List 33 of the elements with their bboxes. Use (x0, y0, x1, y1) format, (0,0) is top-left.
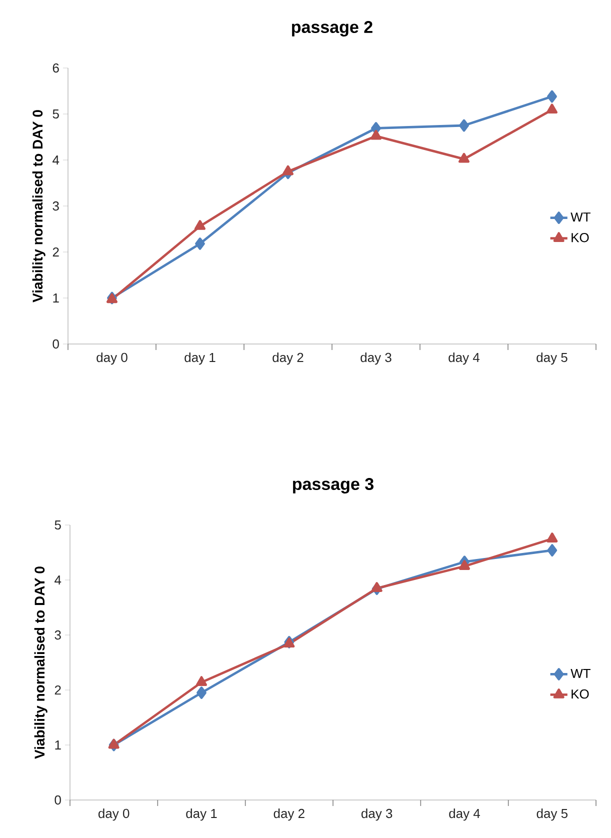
y-axis-title: Viability normalised to DAY 0 (32, 110, 46, 302)
x-tick-label: day 5 (536, 808, 568, 821)
x-tick-label: day 5 (536, 352, 568, 365)
y-tick-label: 3 (52, 201, 59, 211)
x-tick-label: day 4 (448, 352, 480, 365)
y-tick-label: 5 (52, 109, 59, 119)
y-tick-label: 3 (54, 630, 61, 640)
x-tick-label: day 3 (361, 808, 392, 821)
x-tick-label: day 4 (449, 808, 480, 821)
x-tick-label: day 3 (360, 352, 392, 365)
chart-title: passage 2 (292, 20, 372, 36)
legend-label: WT (570, 668, 590, 678)
x-tick-label: day 0 (96, 352, 128, 365)
x-tick-label: day 2 (274, 808, 304, 821)
chart-title: passage 3 (293, 478, 374, 494)
y-tick-label: 1 (53, 294, 59, 302)
y-tick-label: 5 (54, 520, 61, 530)
legend-label: KO (572, 233, 589, 242)
y-tick-label: 2 (54, 685, 61, 695)
x-tick-label: day 1 (184, 352, 216, 365)
y-tick-label: 0 (52, 339, 59, 349)
x-tick-label: day 1 (186, 808, 217, 821)
x-tick-label: day 0 (98, 808, 130, 821)
y-axis-title: Viability normalised to DAY 0 (34, 566, 48, 759)
y-tick-label: 2 (52, 247, 59, 257)
y-tick-label: 4 (52, 156, 60, 164)
y-tick-label: 6 (52, 63, 59, 73)
y-tick-label: 0 (54, 795, 61, 805)
y-tick-label: 4 (54, 576, 62, 584)
y-tick-label: 1 (55, 740, 61, 750)
legend-label: KO (572, 689, 589, 699)
x-tick-label: day 2 (272, 352, 304, 365)
legend-label: WT (570, 212, 590, 222)
